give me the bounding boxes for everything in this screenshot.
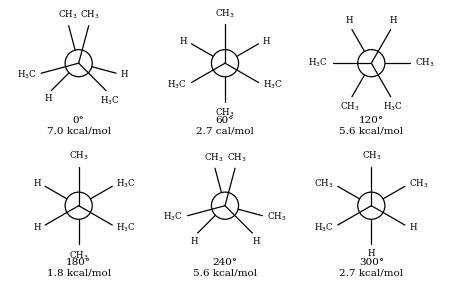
Text: 120°: 120° (359, 115, 384, 125)
Text: H$_3$C: H$_3$C (263, 79, 283, 91)
Text: H: H (346, 16, 353, 25)
Text: 2.7 kcal/mol: 2.7 kcal/mol (339, 269, 403, 278)
Text: H: H (252, 237, 260, 246)
Text: H: H (33, 223, 41, 232)
Text: H$_3$C: H$_3$C (17, 68, 36, 81)
Text: CH$_3$: CH$_3$ (215, 7, 235, 20)
Text: H$_3$C: H$_3$C (117, 221, 136, 234)
Text: H: H (389, 16, 397, 25)
Text: CH$_3$: CH$_3$ (415, 57, 434, 70)
Text: H: H (33, 179, 41, 188)
Text: 60°: 60° (216, 115, 234, 125)
Text: 2.7 cal/mol: 2.7 cal/mol (196, 126, 254, 135)
Text: H: H (368, 249, 375, 258)
Text: CH$_3$: CH$_3$ (340, 101, 359, 113)
Text: 240°: 240° (212, 258, 238, 267)
Text: 1.8 kcal/mol: 1.8 kcal/mol (47, 269, 111, 278)
Text: CH$_3$: CH$_3$ (215, 107, 235, 119)
Text: H: H (180, 37, 187, 46)
Text: CH$_3$: CH$_3$ (69, 149, 89, 162)
Text: H$_3$C: H$_3$C (163, 211, 183, 223)
Text: H: H (121, 70, 128, 79)
Text: H$_3$C: H$_3$C (99, 94, 119, 107)
Text: CH$_3$: CH$_3$ (58, 9, 77, 21)
Text: CH$_3$: CH$_3$ (409, 178, 429, 190)
Text: 0°: 0° (73, 115, 85, 125)
Text: H$_3$C: H$_3$C (308, 57, 328, 70)
Text: CH$_3$: CH$_3$ (314, 178, 333, 190)
Text: CH$_3$: CH$_3$ (204, 151, 224, 164)
Text: H: H (190, 237, 198, 246)
Text: 5.6 kcal/mol: 5.6 kcal/mol (193, 269, 257, 278)
Text: H$_3$C: H$_3$C (117, 178, 136, 190)
Text: CH$_3$: CH$_3$ (361, 149, 381, 162)
Text: CH$_3$: CH$_3$ (80, 9, 100, 21)
Text: CH$_3$: CH$_3$ (69, 249, 89, 262)
Text: H: H (409, 223, 417, 232)
Text: 300°: 300° (359, 258, 384, 267)
Text: H: H (263, 37, 270, 46)
Text: 5.6 kcal/mol: 5.6 kcal/mol (339, 126, 403, 135)
Text: CH$_3$: CH$_3$ (267, 211, 287, 223)
Text: 7.0 kcal/mol: 7.0 kcal/mol (47, 126, 111, 135)
Text: H$_3$C: H$_3$C (167, 79, 187, 91)
Text: H: H (44, 94, 52, 103)
Text: CH$_3$: CH$_3$ (226, 151, 246, 164)
Text: 180°: 180° (66, 258, 91, 267)
Text: H$_3$C: H$_3$C (383, 101, 403, 113)
Text: H$_3$C: H$_3$C (314, 221, 333, 234)
